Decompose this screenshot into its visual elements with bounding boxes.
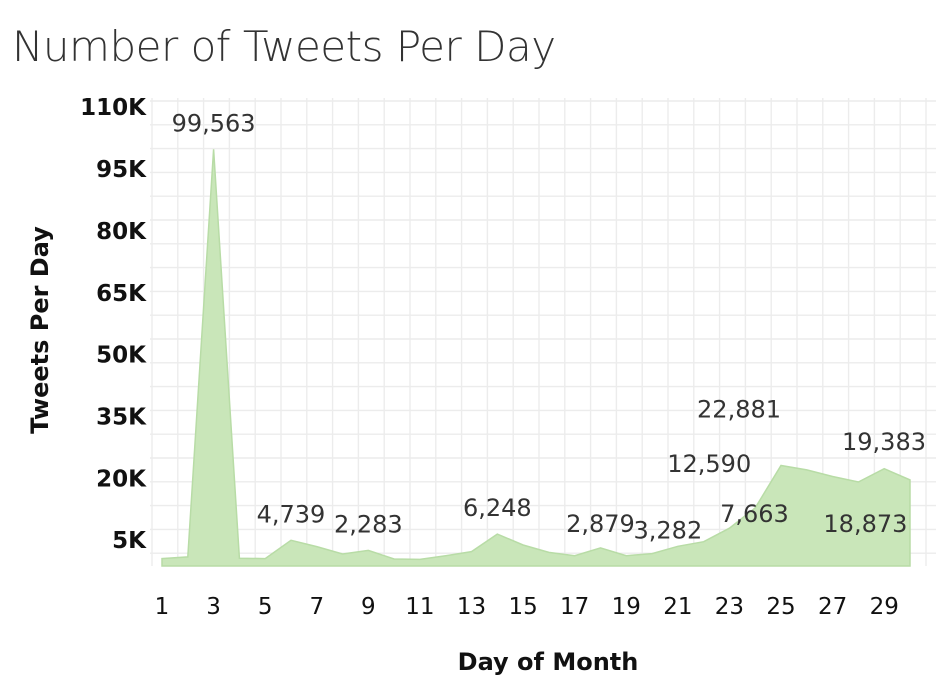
data-label: 18,873 bbox=[823, 510, 907, 538]
y-tick-label: 35K bbox=[96, 404, 147, 430]
data-label: 4,739 bbox=[257, 500, 326, 528]
gridlines bbox=[150, 98, 936, 566]
y-axis-ticks: 5K 20K 35K 50K 65K 80K 95K 110K bbox=[80, 95, 147, 554]
y-tick-label: 110K bbox=[80, 95, 147, 121]
chart-title: Number of Tweets Per Day bbox=[12, 22, 556, 71]
x-tick-label: 21 bbox=[663, 594, 692, 620]
x-tick-label: 3 bbox=[206, 594, 221, 620]
x-tick-label: 15 bbox=[508, 594, 537, 620]
y-tick-label: 95K bbox=[96, 157, 147, 183]
x-tick-label: 25 bbox=[766, 594, 795, 620]
data-label: 99,563 bbox=[172, 109, 256, 137]
y-tick-label: 80K bbox=[96, 219, 147, 245]
data-label: 7,663 bbox=[720, 500, 789, 528]
x-axis-ticks: 1 3 5 7 9 11 13 15 17 19 21 23 25 27 29 bbox=[155, 594, 899, 620]
x-tick-label: 19 bbox=[612, 594, 641, 620]
y-tick-label: 50K bbox=[96, 343, 147, 369]
x-tick-label: 29 bbox=[870, 594, 899, 620]
x-axis-label: Day of Month bbox=[458, 648, 639, 676]
series-area bbox=[161, 149, 911, 567]
y-tick-label: 65K bbox=[96, 281, 147, 307]
data-label: 2,879 bbox=[566, 510, 635, 538]
x-tick-label: 13 bbox=[457, 594, 486, 620]
data-label: 3,282 bbox=[634, 516, 703, 544]
x-tick-label: 27 bbox=[818, 594, 847, 620]
x-tick-label: 1 bbox=[155, 594, 170, 620]
y-axis-label: Tweets Per Day bbox=[26, 226, 54, 434]
x-tick-label: 11 bbox=[405, 594, 434, 620]
y-tick-label: 5K bbox=[112, 528, 147, 554]
data-label: 22,881 bbox=[697, 395, 781, 423]
data-label: 19,383 bbox=[842, 428, 926, 456]
x-tick-label: 7 bbox=[309, 594, 324, 620]
data-label: 6,248 bbox=[463, 494, 532, 522]
y-tick-label: 20K bbox=[96, 466, 147, 492]
x-tick-label: 17 bbox=[560, 594, 589, 620]
x-tick-label: 9 bbox=[361, 594, 376, 620]
x-tick-label: 5 bbox=[258, 594, 273, 620]
data-label: 2,283 bbox=[334, 510, 403, 538]
x-tick-label: 23 bbox=[715, 594, 744, 620]
data-label: 12,590 bbox=[667, 450, 751, 478]
